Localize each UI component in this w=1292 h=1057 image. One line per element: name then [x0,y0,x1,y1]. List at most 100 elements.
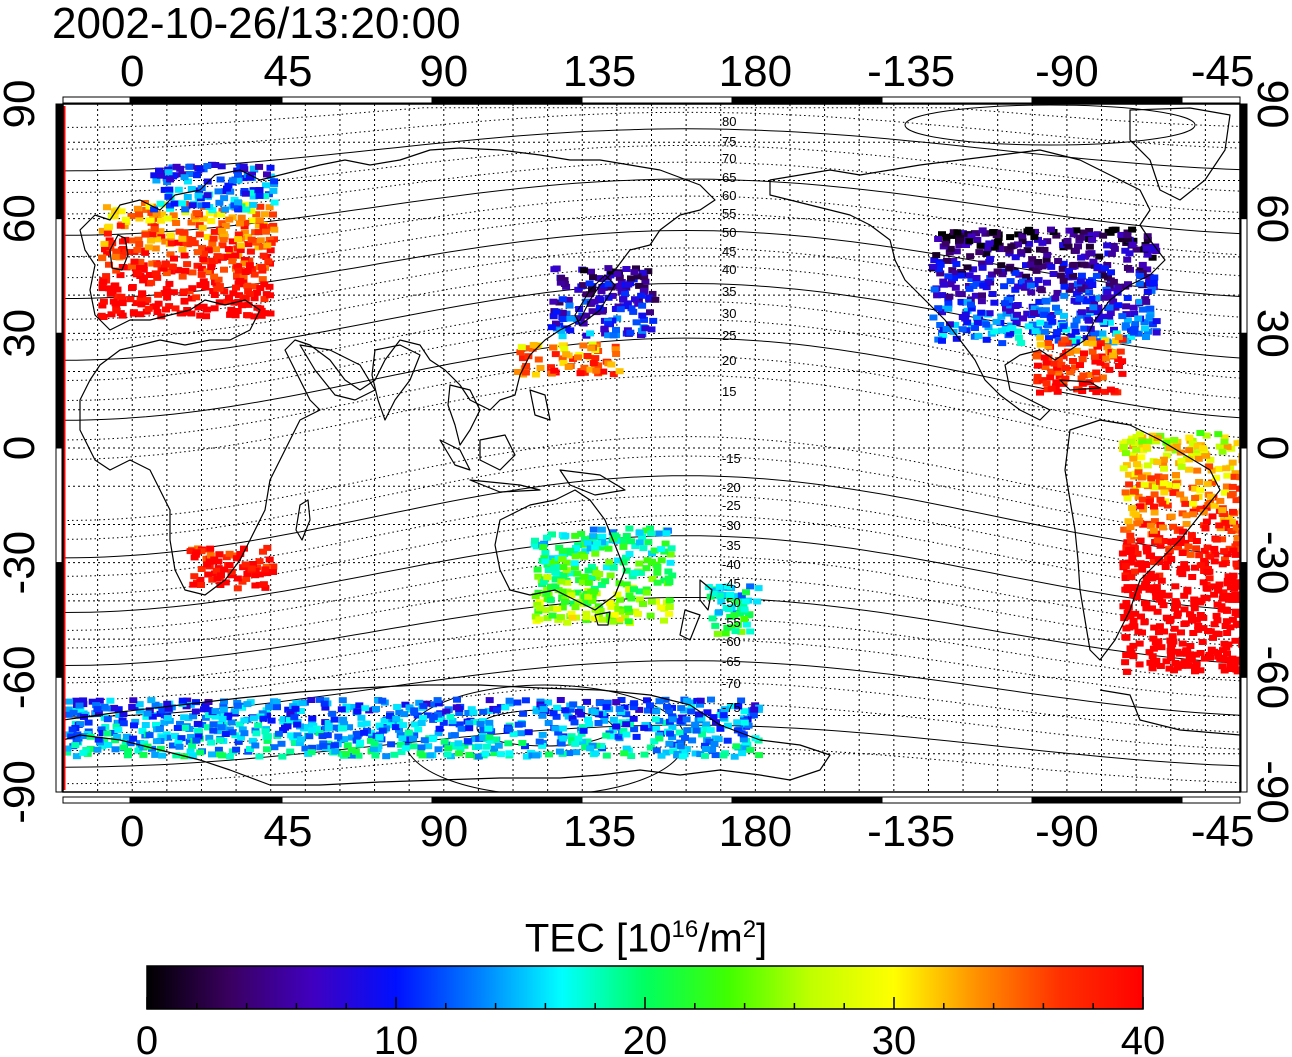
tec-pixel [128,704,137,710]
tec-pixel [1123,265,1132,271]
tec-pixel [662,749,671,756]
tec-pixel [269,187,278,194]
tec-pixel [1014,283,1023,290]
tec-pixel [74,735,83,742]
tec-pixel [622,711,631,718]
tec-pixel [144,305,153,312]
tec-pixel [1145,273,1154,280]
tec-pixel [1141,325,1149,332]
tec-pixel [337,706,346,713]
tec-pixel [665,597,674,604]
tec-pixel [560,281,569,287]
tec-pixel [741,745,750,752]
tec-pixel [160,290,169,297]
tec-pixel [191,551,200,558]
tec-pixel [261,193,270,200]
tec-pixel [1105,282,1114,289]
tec-pixel [595,700,604,706]
tec-pixel [555,299,564,306]
tec-pixel [607,284,616,291]
tec-pixel [1218,663,1227,670]
tec-pixel [113,734,122,740]
lat-tick-label: 90 [1248,80,1292,129]
tec-pixel [153,236,162,243]
tec-pixel [701,752,709,759]
tec-pixel [250,313,259,320]
tec-pixel [1214,587,1223,594]
tec-pixel [1233,541,1240,548]
tec-pixel [638,302,647,309]
magnetic-contour [63,356,1240,441]
tec-pixel [717,598,726,605]
tec-pixel [263,746,271,753]
tec-pixel [585,721,594,728]
tec-pixel [402,736,411,743]
tec-pixel [986,255,995,262]
tec-pixel [180,724,189,731]
tec-pixel [210,228,219,235]
tec-pixel [1060,336,1069,343]
tec-pixel [604,332,613,339]
tec-pixel [171,305,180,312]
tec-pixel [356,739,365,746]
tec-pixel [582,312,591,319]
tec-pixel [1166,615,1175,622]
tec-pixel [469,709,478,716]
tec-pixel [1064,243,1073,250]
tec-pixel [1229,572,1238,579]
tec-pixel [1184,662,1193,669]
tec-pixel [1019,315,1027,322]
tec-pixel [331,748,340,755]
tec-pixel [646,309,654,316]
tec-pixel [156,228,165,235]
tec-pixel [170,255,178,262]
tec-pixel [561,707,570,714]
tec-pixel [187,310,196,317]
tec-pixel [974,333,983,339]
tec-pixel [1129,642,1138,649]
tec-pixel [505,726,513,733]
tec-pixel [1154,473,1163,480]
tec-pixel [164,734,173,741]
tec-pixel [733,621,742,628]
tec-pixel [435,725,444,732]
tec-pixel [1219,654,1228,661]
tec-pixel [629,704,638,711]
tec-pixel [1236,474,1240,481]
tec-pixel [1136,272,1144,279]
tec-pixel [225,753,234,760]
tec-pixel [574,735,583,742]
tec-pixel [607,268,616,275]
tec-pixel [135,215,144,222]
tec-pixel [639,545,648,552]
tec-pixel [990,328,999,335]
tec-pixel [555,544,564,551]
tec-pixel [571,740,580,747]
tec-pixel [548,612,557,619]
tec-pixel [965,272,974,279]
tec-pixel [534,356,543,363]
tec-pixel [975,249,984,256]
tec-pixel [1146,522,1155,529]
tec-pixel [675,729,684,736]
tec-pixel [708,615,717,622]
tec-pixel [1124,604,1133,611]
tec-pixel [116,272,125,279]
tec-pixel [1163,502,1172,509]
tec-pixel [124,747,133,754]
mlat-label: 35 [722,284,736,299]
tec-pixel [668,716,677,723]
tec-pixel [733,719,742,726]
tec-pixel [642,589,651,596]
tec-pixel [683,697,692,704]
tec-pixel [270,236,278,243]
tec-pixel [637,292,646,299]
tec-pixel [564,296,573,303]
tec-pixel [1054,337,1063,344]
tec-pixel [237,734,245,741]
tec-pixel [94,736,103,743]
tec-pixel [73,731,82,738]
tec-pixel [178,273,187,280]
tec-pixel [572,545,580,551]
tec-pixel [589,533,598,540]
